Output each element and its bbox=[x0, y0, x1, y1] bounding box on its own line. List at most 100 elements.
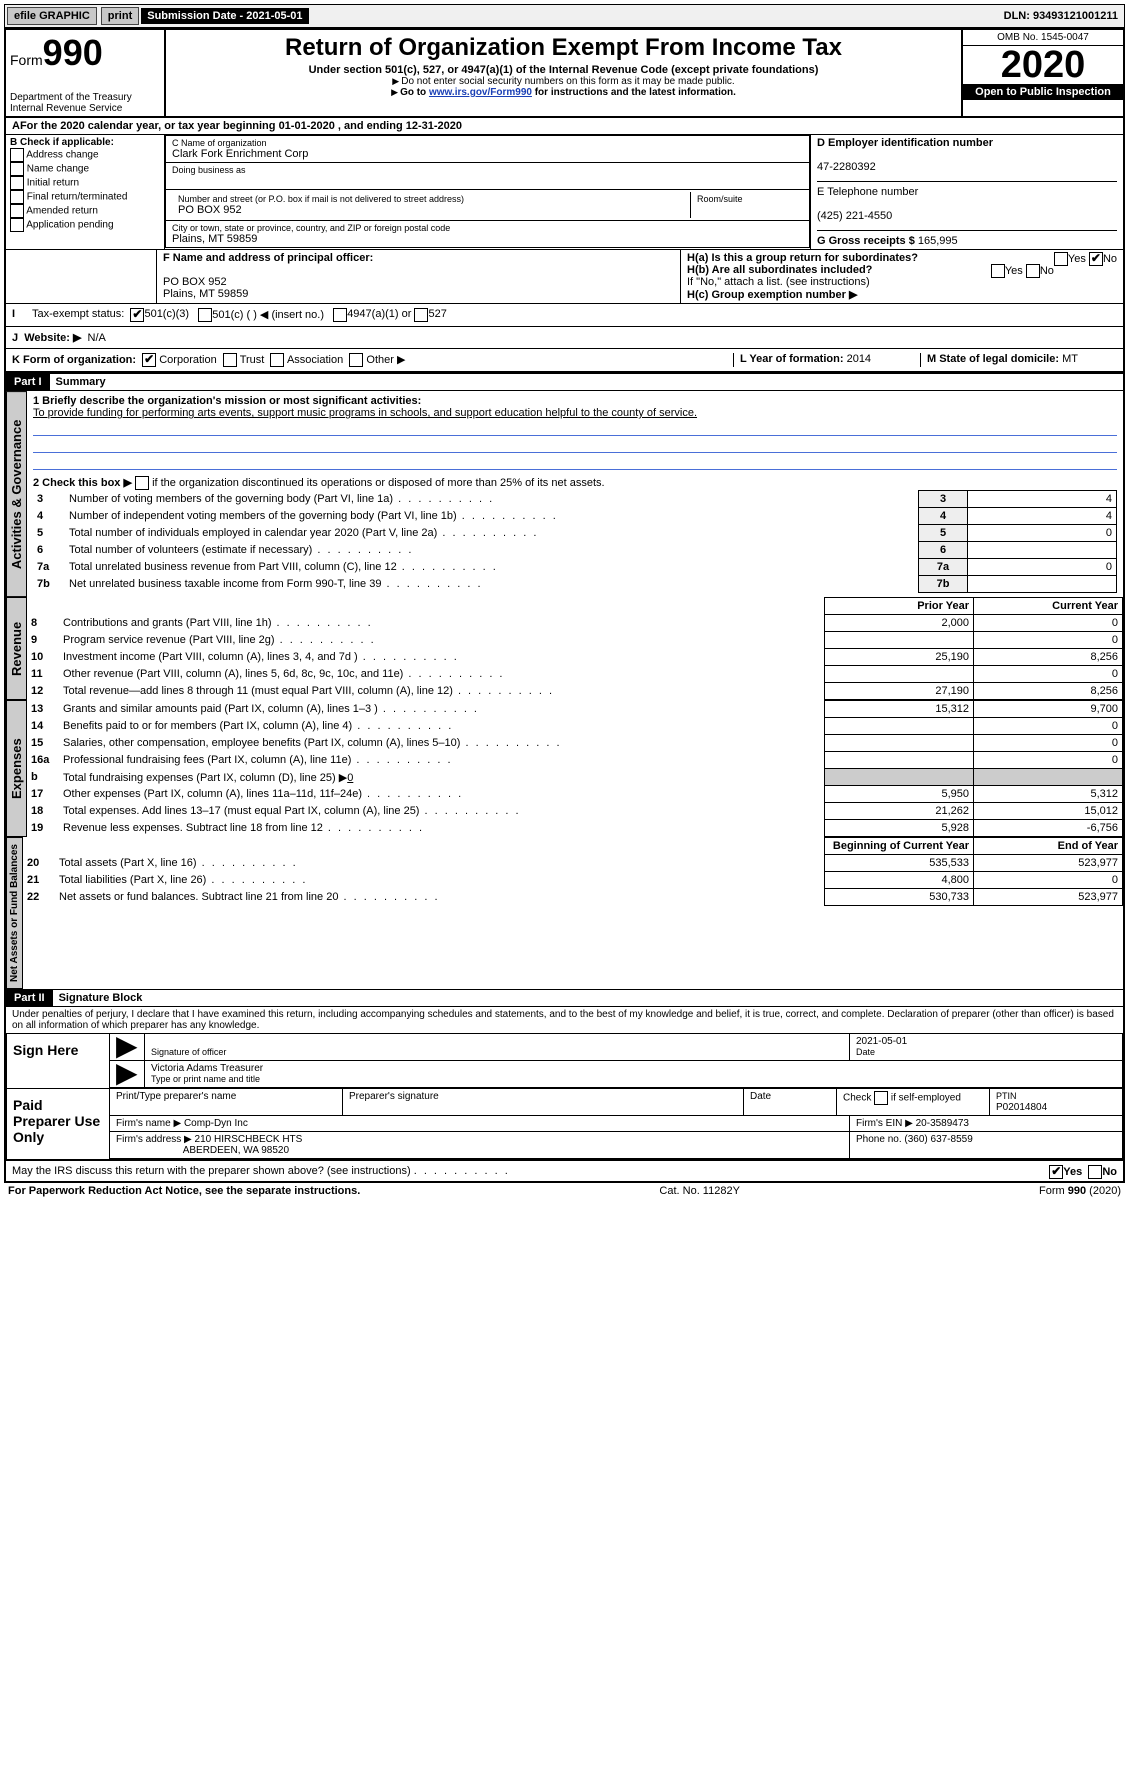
sign-here-label: Sign Here bbox=[7, 1034, 110, 1088]
form-number: Form990 bbox=[10, 32, 160, 74]
initial-return-checkbox[interactable] bbox=[10, 176, 24, 190]
officer-addr1: PO BOX 952 bbox=[163, 276, 227, 288]
table-row: 18 Total expenses. Add lines 13–17 (must… bbox=[27, 803, 1123, 820]
side-balances: Net Assets or Fund Balances bbox=[6, 837, 23, 989]
501c-checkbox[interactable] bbox=[198, 308, 212, 322]
discontinued-checkbox[interactable] bbox=[135, 476, 149, 490]
part-ii-header: Part II Signature Block bbox=[6, 989, 1123, 1007]
name-change-checkbox[interactable] bbox=[10, 162, 24, 176]
form-990-number: 990 bbox=[43, 32, 103, 73]
m-value: MT bbox=[1062, 353, 1078, 365]
line-a: AFor the 2020 calendar year, or tax year… bbox=[6, 118, 1123, 135]
opt-name-change: Name change bbox=[27, 164, 89, 175]
table-row: 13 Grants and similar amounts paid (Part… bbox=[27, 701, 1123, 718]
opt-trust: Trust bbox=[240, 354, 265, 366]
expenses-table: 13 Grants and similar amounts paid (Part… bbox=[27, 700, 1123, 837]
app-pending-checkbox[interactable] bbox=[10, 218, 24, 232]
officer-name-title: Victoria Adams Treasurer bbox=[151, 1063, 263, 1074]
part-ii-title: Signature Block bbox=[53, 992, 143, 1004]
footer-form-year: (2020) bbox=[1086, 1185, 1121, 1197]
table-row: 6 Total number of volunteers (estimate i… bbox=[33, 542, 1117, 559]
firm-name: Comp-Dyn Inc bbox=[184, 1118, 248, 1129]
dba-label: Doing business as bbox=[172, 165, 803, 175]
tel-value: (425) 221-4550 bbox=[817, 210, 892, 222]
table-row: 5 Total number of individuals employed i… bbox=[33, 525, 1117, 542]
tax-status-label: Tax-exempt status: bbox=[32, 308, 124, 322]
table-row: 12 Total revenue—add lines 8 through 11 … bbox=[27, 683, 1123, 700]
h-a-label: H(a) Is this a group return for subordin… bbox=[687, 252, 918, 264]
website-value: N/A bbox=[88, 332, 106, 344]
part-ii-label: Part II bbox=[6, 990, 53, 1006]
box-h: H(a) Is this a group return for subordin… bbox=[681, 250, 1123, 303]
ha-yes-checkbox[interactable] bbox=[1054, 252, 1068, 266]
firm-ein: 20-3589473 bbox=[916, 1118, 969, 1129]
room-label: Room/suite bbox=[697, 194, 797, 204]
form-prefix: Form bbox=[10, 52, 43, 68]
other-checkbox[interactable] bbox=[349, 353, 363, 367]
table-row: 3 Number of voting members of the govern… bbox=[33, 491, 1117, 508]
table-row: 10 Investment income (Part VIII, column … bbox=[27, 649, 1123, 666]
sig-date: 2021-05-01 bbox=[856, 1036, 907, 1047]
governance-section: Activities & Governance 1 Briefly descri… bbox=[6, 391, 1123, 597]
hb-no-checkbox[interactable] bbox=[1026, 264, 1040, 278]
tel-label: E Telephone number bbox=[817, 186, 918, 198]
ein-value: 47-2280392 bbox=[817, 161, 876, 173]
form-subtitle: Under section 501(c), 527, or 4947(a)(1)… bbox=[172, 64, 955, 76]
org-city: Plains, MT 59859 bbox=[172, 233, 803, 245]
gross-value: 165,995 bbox=[918, 235, 958, 247]
trust-checkbox[interactable] bbox=[223, 353, 237, 367]
sign-here-block: Sign Here ▶ Signature of officer 2021-05… bbox=[6, 1033, 1123, 1089]
addr-change-checkbox[interactable] bbox=[10, 148, 24, 162]
discuss-yes-checkbox[interactable] bbox=[1049, 1165, 1063, 1179]
paid-prep-label: Paid Preparer Use Only bbox=[7, 1089, 110, 1159]
submission-date: Submission Date - 2021-05-01 bbox=[141, 8, 308, 24]
gross-label: G Gross receipts $ bbox=[817, 235, 915, 247]
corp-checkbox[interactable] bbox=[142, 353, 156, 367]
sig-date-label: Date bbox=[856, 1047, 875, 1057]
ty-begin: 01-01-2020 bbox=[279, 120, 335, 132]
pra-notice: For Paperwork Reduction Act Notice, see … bbox=[8, 1185, 360, 1197]
part-i-label: Part I bbox=[6, 374, 50, 390]
firm-name-label: Firm's name ▶ bbox=[116, 1118, 181, 1129]
footer: For Paperwork Reduction Act Notice, see … bbox=[4, 1183, 1125, 1199]
box-i: I Tax-exempt status: 501(c)(3) 501(c) ( … bbox=[6, 304, 1123, 327]
opt-corp: Corporation bbox=[159, 354, 216, 366]
table-row: 22 Net assets or fund balances. Subtract… bbox=[23, 889, 1123, 906]
ein-label: D Employer identification number bbox=[817, 137, 993, 149]
part-i-title: Summary bbox=[50, 376, 106, 388]
501c3-checkbox[interactable] bbox=[130, 308, 144, 322]
box-k: K Form of organization: Corporation Trus… bbox=[6, 349, 1123, 373]
ptin-label: PTIN bbox=[996, 1091, 1017, 1101]
self-emp-checkbox[interactable] bbox=[874, 1091, 888, 1105]
opt-amended: Amended return bbox=[26, 206, 98, 217]
form990-link[interactable]: www.irs.gov/Form990 bbox=[429, 87, 532, 98]
officer-label: F Name and address of principal officer: bbox=[163, 252, 373, 264]
efile-button[interactable]: efile GRAPHIC bbox=[7, 7, 97, 25]
527-checkbox[interactable] bbox=[414, 308, 428, 322]
discuss-no-checkbox[interactable] bbox=[1088, 1165, 1102, 1179]
form-frame: Form990 Department of the Treasury Inter… bbox=[4, 28, 1125, 1183]
firm-phone: (360) 637-8559 bbox=[904, 1134, 972, 1145]
final-return-checkbox[interactable] bbox=[10, 190, 24, 204]
part-i-header: Part I Summary bbox=[6, 373, 1123, 391]
self-emp-label: Check bbox=[843, 1093, 874, 1104]
h-b-label: H(b) Are all subordinates included? bbox=[687, 264, 872, 276]
assoc-checkbox[interactable] bbox=[270, 353, 284, 367]
box-c: C Name of organization Clark Fork Enrich… bbox=[165, 135, 810, 249]
opt-addr-change: Address change bbox=[26, 150, 98, 161]
amended-checkbox[interactable] bbox=[10, 204, 24, 218]
ty-end: 12-31-2020 bbox=[406, 120, 462, 132]
ha-no-checkbox[interactable] bbox=[1089, 252, 1103, 266]
line-a-mid: , and ending bbox=[335, 120, 406, 132]
box-d: D Employer identification number 47-2280… bbox=[810, 135, 1123, 249]
goto-pre: Go to bbox=[400, 87, 429, 98]
table-row: 9 Program service revenue (Part VIII, li… bbox=[27, 632, 1123, 649]
revenue-table: Prior YearCurrent Year8 Contributions an… bbox=[27, 597, 1123, 700]
4947-checkbox[interactable] bbox=[333, 308, 347, 322]
sign-arrow-icon-2: ▶ bbox=[110, 1061, 145, 1087]
ptin-value: P02014804 bbox=[996, 1102, 1047, 1113]
print-button[interactable]: print bbox=[101, 7, 139, 25]
opt-501c: 501(c) ( ) ◀ (insert no.) bbox=[212, 308, 324, 322]
hb-yes-checkbox[interactable] bbox=[991, 264, 1005, 278]
table-row: 16a Professional fundraising fees (Part … bbox=[27, 752, 1123, 769]
